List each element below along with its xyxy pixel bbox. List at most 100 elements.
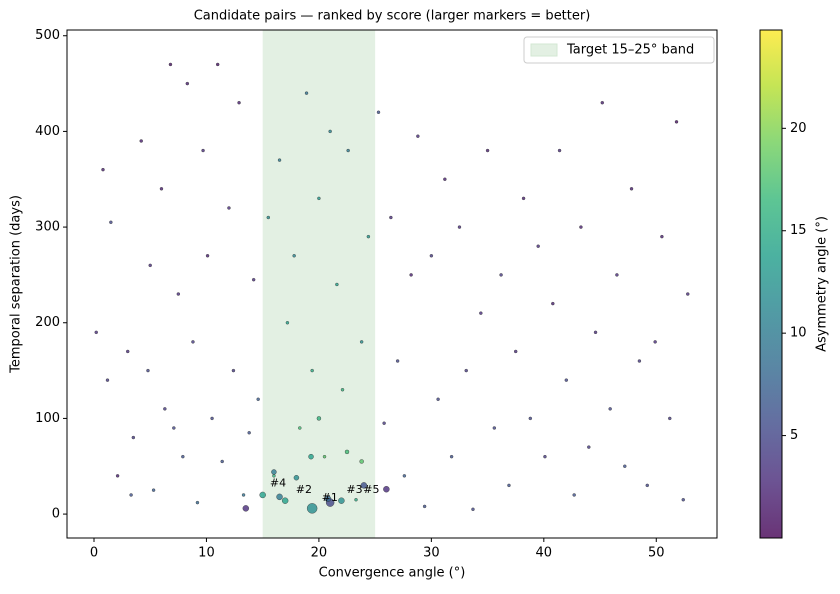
- point: [139, 139, 143, 143]
- point: [600, 101, 604, 105]
- x-tick-label: 30: [423, 546, 440, 561]
- point: [215, 62, 220, 67]
- point: [429, 254, 434, 258]
- point: [105, 378, 110, 382]
- annotation: #5: [363, 483, 379, 496]
- point: [205, 254, 210, 258]
- legend: Target 15–25° band: [523, 36, 715, 64]
- point: [131, 435, 136, 440]
- x-tick-label: 10: [198, 546, 215, 561]
- point: [653, 340, 657, 344]
- point: [146, 368, 150, 373]
- point: [251, 277, 256, 282]
- point: [564, 378, 569, 382]
- point: [536, 244, 540, 248]
- point: [281, 497, 289, 504]
- point: [479, 311, 483, 315]
- point: [499, 273, 503, 277]
- point: [660, 234, 664, 239]
- point: [402, 474, 407, 478]
- point: [210, 416, 214, 421]
- point: [94, 330, 98, 335]
- point: [172, 426, 176, 430]
- legend-label: Target 15–25° band: [566, 43, 694, 58]
- chart-title: Candidate pairs — ranked by score (large…: [194, 9, 591, 24]
- colorbar-tick-label: 10: [790, 326, 807, 341]
- point: [376, 110, 381, 114]
- annotation: #3: [346, 483, 362, 496]
- x-tick-label: 0: [90, 546, 98, 561]
- point: [220, 459, 224, 464]
- point: [185, 81, 190, 86]
- point: [382, 421, 386, 425]
- point: [271, 469, 277, 475]
- point: [471, 507, 475, 511]
- point: [593, 330, 598, 335]
- point: [285, 321, 290, 325]
- point: [344, 449, 350, 455]
- point: [416, 134, 420, 138]
- point: [608, 407, 612, 411]
- point: [308, 453, 314, 460]
- point: [159, 187, 164, 191]
- colorbar-tick-label: 20: [790, 121, 807, 136]
- point: [310, 368, 314, 373]
- point: [231, 368, 236, 373]
- point: [266, 215, 270, 220]
- point: [507, 483, 511, 488]
- point: [572, 493, 576, 497]
- point: [637, 359, 642, 363]
- point: [543, 454, 547, 459]
- point: [354, 498, 358, 502]
- x-tick-label: 20: [311, 546, 328, 561]
- point: [629, 187, 634, 191]
- point: [151, 488, 156, 492]
- point: [674, 120, 679, 124]
- target-band: [262, 30, 376, 538]
- point: [359, 340, 364, 344]
- y-tick-label: 500: [35, 28, 60, 43]
- point: [126, 349, 130, 354]
- point: [201, 148, 205, 153]
- point: [422, 504, 427, 509]
- point: [521, 196, 526, 201]
- y-tick-label: 300: [35, 220, 60, 235]
- legend-box: [523, 36, 715, 64]
- point: [148, 263, 152, 268]
- annotation: #4: [270, 476, 286, 489]
- colorbar-tick-label: 5: [790, 428, 798, 443]
- point: [443, 177, 447, 181]
- point: [579, 225, 583, 229]
- point: [292, 254, 296, 258]
- point: [395, 359, 400, 363]
- y-tick-label: 200: [35, 315, 60, 330]
- point: [176, 292, 181, 296]
- point: [668, 416, 672, 421]
- point: [436, 397, 440, 401]
- x-tick-label: 40: [536, 546, 553, 561]
- point: [528, 416, 533, 421]
- point: [485, 148, 490, 153]
- point: [645, 483, 649, 488]
- colorbar-tick-label: 15: [790, 223, 807, 238]
- point: [409, 273, 413, 277]
- point: [557, 148, 562, 153]
- colorbar-label: Asymmetry angle (°): [815, 216, 830, 352]
- point: [587, 445, 591, 449]
- point: [335, 282, 339, 287]
- point: [109, 220, 113, 224]
- point: [328, 129, 332, 134]
- point: [181, 454, 185, 459]
- point: [340, 388, 345, 392]
- point: [317, 196, 321, 201]
- y-axis-label: Temporal separation (days): [9, 195, 24, 374]
- point: [277, 158, 282, 162]
- point: [322, 454, 327, 459]
- point: [306, 503, 318, 514]
- point: [247, 431, 251, 435]
- point: [551, 301, 555, 306]
- point: [195, 500, 200, 505]
- point: [316, 416, 322, 421]
- x-axis-label: Convergence angle (°): [319, 566, 466, 581]
